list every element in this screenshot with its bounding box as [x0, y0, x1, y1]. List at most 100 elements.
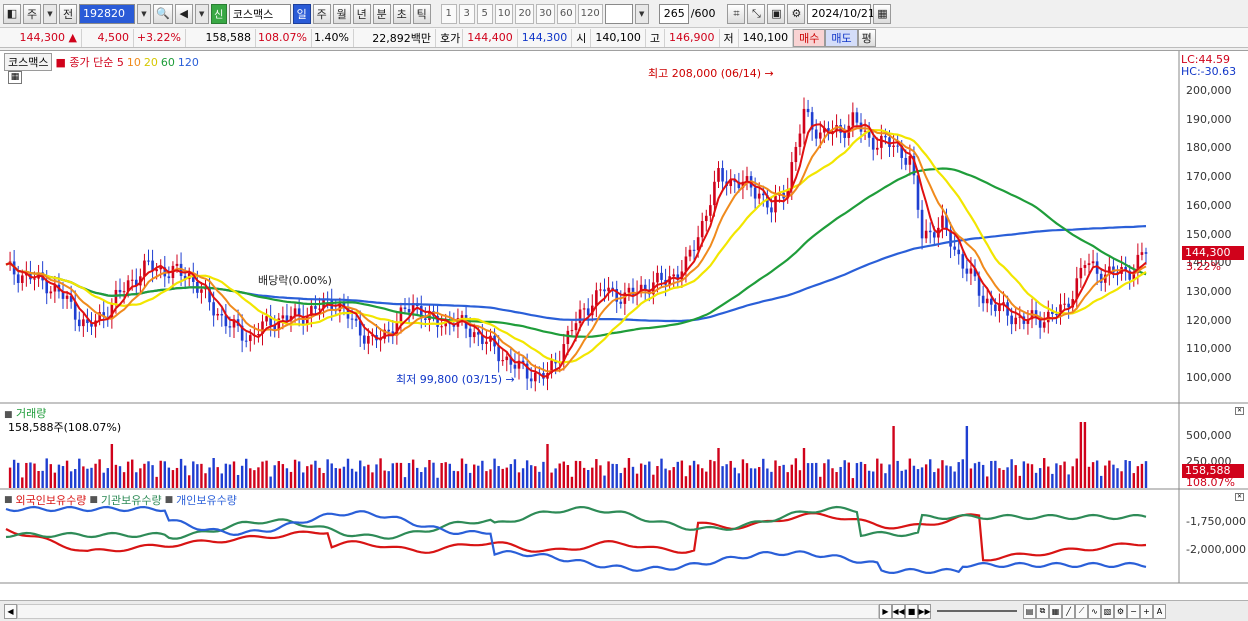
candle-body: [908, 156, 912, 165]
line-tool-icon[interactable]: ╱: [1062, 603, 1075, 619]
holdings-y-tick-1750k: -1,750,000: [1186, 515, 1246, 528]
candle-body: [244, 340, 248, 342]
zoom-in-icon[interactable]: +: [1140, 603, 1153, 619]
grid-icon[interactable]: ▦: [1049, 603, 1062, 619]
layout-icon[interactable]: ▤: [1023, 603, 1036, 619]
search-icon[interactable]: 🔍: [153, 3, 173, 24]
speaker-icon[interactable]: ◀: [174, 3, 193, 24]
candle-body: [774, 195, 777, 213]
minute-5-button[interactable]: 5: [476, 3, 493, 24]
minute-3-button[interactable]: 3: [458, 3, 475, 24]
volume-bar: [460, 458, 464, 488]
zoom-out-icon[interactable]: −: [1127, 603, 1140, 619]
crosshair-icon[interactable]: ⤡: [747, 3, 766, 24]
scroll-track[interactable]: [17, 603, 879, 619]
volume-bar: [566, 465, 570, 488]
candle-body: [411, 303, 415, 313]
image-icon[interactable]: ▧: [1101, 603, 1114, 619]
rewind-icon[interactable]: ◀◀: [892, 603, 905, 619]
trend-tool-icon[interactable]: ⟋: [1075, 603, 1088, 619]
volume-bar: [102, 472, 105, 488]
chart-canvas[interactable]: [0, 51, 1248, 601]
eval-button[interactable]: 평: [857, 28, 876, 47]
volume-bar: [538, 471, 541, 488]
candle-body: [623, 292, 627, 304]
window-icon[interactable]: ◧: [3, 3, 21, 24]
save-icon[interactable]: ▣: [767, 3, 786, 24]
buy-button[interactable]: 매수: [793, 28, 826, 47]
tab-month[interactable]: 월: [332, 3, 351, 24]
candle-body: [766, 195, 769, 208]
tab-second[interactable]: 초: [392, 3, 411, 24]
calculator-icon[interactable]: ▦: [8, 71, 22, 84]
volume-bar: [302, 472, 305, 488]
scroll-right-icon[interactable]: ▶: [879, 603, 892, 619]
candle-body: [228, 326, 232, 328]
interval-dropdown-icon[interactable]: ▼: [634, 3, 649, 24]
stock-code-input[interactable]: 192820: [79, 3, 135, 24]
candle-body: [130, 279, 134, 281]
calendar-icon[interactable]: ▦: [873, 3, 892, 24]
minute-10-button[interactable]: 10: [494, 3, 514, 24]
candle-body: [570, 330, 574, 332]
open-label: 시: [572, 28, 592, 47]
period-week-button[interactable]: 주: [23, 3, 41, 24]
candle-body: [611, 287, 614, 290]
volume-bar: [664, 468, 667, 488]
wave-tool-icon[interactable]: ∿: [1088, 603, 1101, 619]
minute-120-button[interactable]: 120: [577, 3, 603, 24]
volume-bar: [1051, 473, 1054, 488]
scroll-left-icon[interactable]: ◀: [4, 603, 17, 619]
candle-body: [147, 260, 150, 262]
volume-bar: [318, 467, 321, 488]
code-dropdown-icon[interactable]: ▼: [137, 3, 151, 24]
holdings-panel-close-icon[interactable]: ✕: [1235, 493, 1244, 501]
count-input[interactable]: 265: [658, 3, 689, 24]
minute-60-button[interactable]: 60: [556, 3, 576, 24]
ma10-label: 10: [126, 55, 141, 69]
indicator-icon[interactable]: ⌗: [727, 3, 746, 24]
minute-30-button[interactable]: 30: [536, 3, 555, 24]
custom-interval-input[interactable]: [604, 3, 633, 24]
volume-bar: [371, 472, 374, 488]
candle-body: [1079, 267, 1083, 279]
volume-bar: [831, 468, 834, 488]
minute-20-button[interactable]: 20: [515, 3, 535, 24]
chevron-down-icon[interactable]: ▼: [43, 3, 57, 24]
zoom-slider[interactable]: [937, 610, 1017, 612]
fast-forward-icon[interactable]: ▶▶: [918, 603, 931, 619]
volume-bar: [322, 472, 325, 488]
candle-body: [212, 302, 215, 316]
candle-body: [1128, 270, 1132, 280]
speaker-dropdown-icon[interactable]: ▼: [194, 3, 209, 24]
date-input[interactable]: 2024/10/21: [807, 3, 875, 24]
price-panel-title[interactable]: 코스맥스: [4, 53, 53, 71]
volume-bar: [114, 464, 118, 488]
sell-button[interactable]: 매도: [825, 28, 858, 47]
volume-bar: [310, 464, 313, 488]
volume-panel-close-icon[interactable]: ✕: [1235, 407, 1244, 415]
tab-minute[interactable]: 분: [372, 3, 391, 24]
volume-bar: [179, 458, 183, 488]
tab-tick[interactable]: 틱: [412, 3, 431, 24]
price-y-tick: 120,000: [1186, 313, 1232, 327]
volume-bar: [432, 462, 435, 488]
tab-week[interactable]: 주: [312, 3, 331, 24]
gear-icon[interactable]: ⚙: [787, 3, 806, 24]
volume-bar: [216, 467, 219, 488]
settings-small-icon[interactable]: ⚙: [1114, 603, 1127, 619]
candle-body: [460, 315, 464, 319]
tab-year[interactable]: 년: [352, 3, 371, 24]
candle-body: [855, 112, 859, 123]
font-size-icon[interactable]: A: [1153, 603, 1166, 619]
tab-day[interactable]: 일: [292, 3, 311, 24]
price-y-tick: 190,000: [1186, 112, 1232, 126]
stop-icon[interactable]: ■: [905, 603, 918, 619]
prev-button[interactable]: 전: [59, 3, 77, 24]
minute-1-button[interactable]: 1: [440, 3, 457, 24]
chart-area[interactable]: 코스맥스 ■ 종가 단순 5 10 20 60 120 ▦ LC:44.59 H…: [0, 50, 1248, 600]
volume-bar: [908, 458, 912, 488]
stock-name-field[interactable]: 코스맥스: [228, 3, 291, 24]
volume-bar: [709, 459, 712, 488]
copy-icon[interactable]: ⧉: [1036, 603, 1049, 619]
